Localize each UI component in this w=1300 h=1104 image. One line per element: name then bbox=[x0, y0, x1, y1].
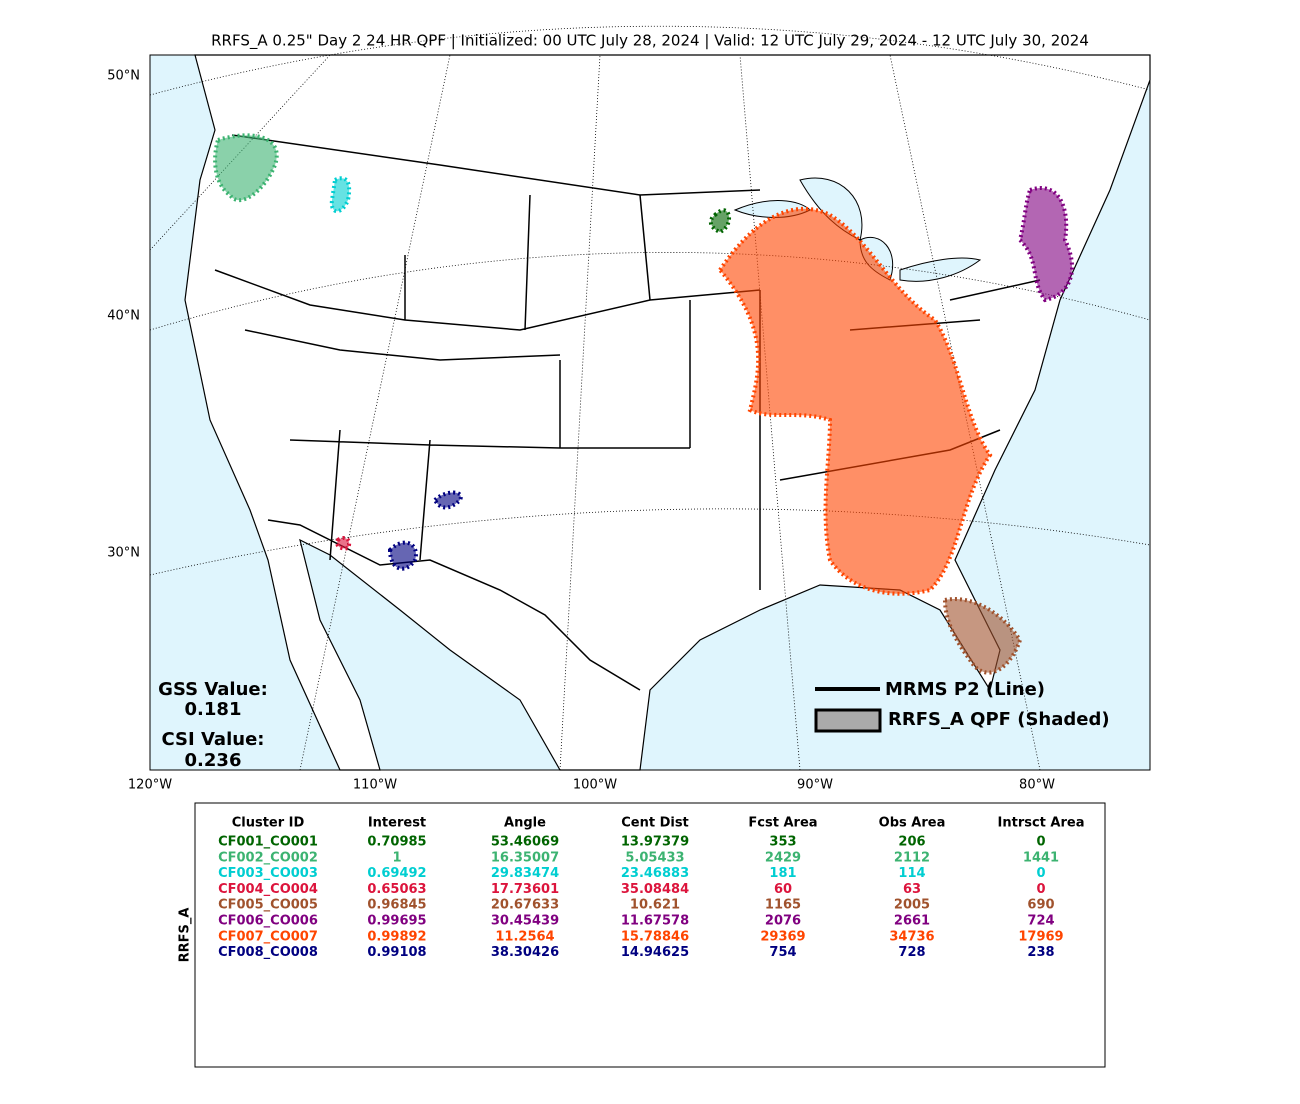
table-cell: 1 bbox=[392, 850, 401, 865]
table-cell: 14.94625 bbox=[621, 945, 689, 960]
column-header: Obs Area bbox=[879, 816, 946, 831]
table-cell: 1441 bbox=[1023, 850, 1059, 865]
table-cell: 29369 bbox=[760, 929, 805, 944]
table-cell: 0.99695 bbox=[367, 914, 426, 929]
table-cell: 20.67633 bbox=[491, 898, 559, 913]
table-cell: 0.69492 bbox=[367, 866, 426, 881]
table-cell: 181 bbox=[769, 866, 796, 881]
table-cell: 17.73601 bbox=[491, 882, 559, 897]
rain-cluster bbox=[708, 208, 731, 235]
table-cell: 206 bbox=[898, 835, 925, 850]
table-cell: 238 bbox=[1027, 945, 1054, 960]
column-header: Cluster ID bbox=[232, 816, 305, 831]
table-cell: 23.46883 bbox=[621, 866, 689, 881]
legend-shaded-label: RRFS_A QPF (Shaded) bbox=[888, 709, 1110, 730]
table-cell: 5.05433 bbox=[625, 850, 684, 865]
rain-cluster bbox=[942, 597, 1023, 675]
table-cell: 38.30426 bbox=[491, 945, 559, 960]
clusters bbox=[213, 133, 1075, 675]
table-cell: 53.46069 bbox=[491, 835, 559, 850]
table-cell: 0 bbox=[1036, 866, 1045, 881]
table-cell: 29.83474 bbox=[491, 866, 559, 881]
table-cell: 30.45439 bbox=[491, 914, 559, 929]
table-side-label: RRFS_A bbox=[178, 908, 193, 963]
table-cell: 16.35007 bbox=[491, 850, 559, 865]
table-cell: 0.65063 bbox=[367, 882, 426, 897]
rain-cluster bbox=[387, 490, 463, 571]
lon-label: 90°W bbox=[797, 778, 833, 793]
table-cell: 2076 bbox=[765, 914, 801, 929]
table-cell: 0 bbox=[1036, 882, 1045, 897]
lon-label: 80°W bbox=[1019, 778, 1055, 793]
csi-value: 0.236 bbox=[185, 750, 242, 771]
table-cell: 0.99108 bbox=[367, 945, 426, 960]
table-cell: 10.621 bbox=[630, 898, 680, 913]
table: RRFS_A Cluster ID Interest Angle Cent Dist F… bbox=[178, 802, 1106, 1068]
table-cell: 690 bbox=[1027, 898, 1054, 913]
column-header: Fcst Area bbox=[748, 816, 817, 831]
rain-cluster bbox=[329, 176, 352, 214]
table-cell: 11.2564 bbox=[495, 929, 554, 944]
table-cell: 114 bbox=[898, 866, 925, 881]
table-cell: 63 bbox=[903, 882, 921, 897]
table-cell: CF002_CO002 bbox=[218, 850, 318, 865]
table-cell: CF004_CO004 bbox=[218, 882, 318, 897]
table-cell: 35.08484 bbox=[621, 882, 689, 897]
table-frame bbox=[194, 802, 1106, 1068]
table-cell: CF006_CO006 bbox=[218, 914, 318, 929]
column-header: Interest bbox=[368, 816, 426, 831]
table-cell: 11.67578 bbox=[621, 914, 689, 929]
gss-label: GSS Value: bbox=[158, 679, 268, 700]
title: RRFS_A 0.25" Day 2 24 HR QPF | Initializ… bbox=[211, 32, 1089, 51]
table-cell: 2112 bbox=[894, 850, 930, 865]
table-cell: 2429 bbox=[765, 850, 801, 865]
table-cell: 0.70985 bbox=[367, 835, 426, 850]
table-cell: CF007_CO007 bbox=[218, 929, 318, 944]
table-cell: 17969 bbox=[1018, 929, 1063, 944]
lon-label: 120°W bbox=[128, 778, 172, 793]
table-cell: CF001_CO001 bbox=[218, 835, 318, 850]
rain-cluster bbox=[1017, 186, 1075, 303]
lon-label: 100°W bbox=[573, 778, 617, 793]
rain-cluster bbox=[717, 206, 993, 596]
csi-label: CSI Value: bbox=[162, 729, 265, 750]
gss-value: 0.181 bbox=[185, 699, 242, 720]
table-cell: CF005_CO005 bbox=[218, 898, 318, 913]
table-cell: 2005 bbox=[894, 898, 930, 913]
column-header: Intrsct Area bbox=[998, 816, 1085, 831]
rain-cluster bbox=[213, 133, 279, 203]
lat-label: 50°N bbox=[107, 69, 140, 84]
table-cell: 754 bbox=[769, 945, 796, 960]
column-header: Angle bbox=[504, 816, 546, 831]
table-cell: 15.78846 bbox=[621, 929, 689, 944]
table-cell: 728 bbox=[898, 945, 925, 960]
lat-label: 40°N bbox=[107, 309, 140, 324]
legend: MRMS P2 (Line) RRFS_A QPF (Shaded) bbox=[814, 679, 1110, 733]
table-cell: 2661 bbox=[894, 914, 930, 929]
table-cell: 60 bbox=[774, 882, 792, 897]
table-cell: 0.96845 bbox=[367, 898, 426, 913]
table-cell: 724 bbox=[1027, 914, 1054, 929]
map-frame bbox=[149, 54, 1151, 771]
column-header: Cent Dist bbox=[621, 816, 689, 831]
table-cell: 0 bbox=[1036, 835, 1045, 850]
legend-line-label: MRMS P2 (Line) bbox=[885, 679, 1045, 700]
scores: GSS Value: 0.181 CSI Value: 0.236 bbox=[158, 679, 268, 771]
legend-swatch bbox=[814, 708, 882, 733]
axis-labels: 50°N 40°N 30°N 120°W 110°W 100°W 90°W 80°W bbox=[107, 69, 1055, 793]
table-cell: 1165 bbox=[765, 898, 801, 913]
table-cell: 34736 bbox=[889, 929, 934, 944]
lon-label: 110°W bbox=[353, 778, 397, 793]
table-cell: 13.97379 bbox=[621, 835, 689, 850]
table-cell: CF008_CO008 bbox=[218, 945, 318, 960]
table-cell: CF003_CO003 bbox=[218, 866, 318, 881]
table-cell: 353 bbox=[769, 835, 796, 850]
rain-cluster bbox=[335, 536, 352, 551]
map bbox=[149, 25, 1151, 771]
table-cell: 0.99892 bbox=[367, 929, 426, 944]
lat-label: 30°N bbox=[107, 546, 140, 561]
